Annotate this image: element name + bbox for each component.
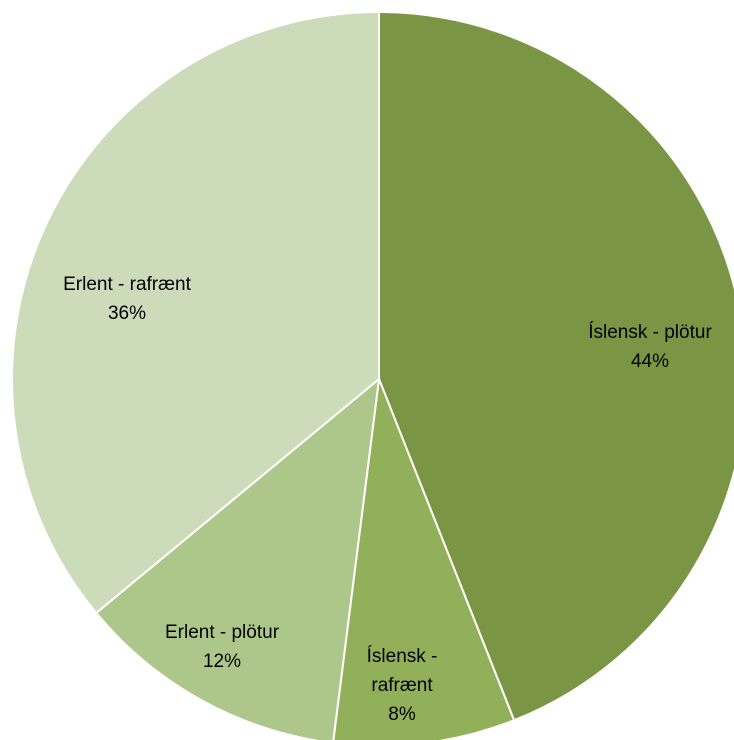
pie-category-label: Erlent - plötur: [165, 622, 280, 643]
pie-category-label: Erlent - rafrænt: [63, 274, 191, 295]
pie-slices: [12, 12, 734, 740]
pie-value-label: 44%: [631, 351, 669, 372]
pie-value-label: 36%: [108, 303, 146, 324]
pie-value-label: 12%: [203, 651, 241, 672]
pie-category-label: rafrænt: [371, 675, 433, 696]
pie-category-label: Íslensk - plötur: [588, 322, 712, 343]
pie-value-label: 8%: [388, 704, 416, 725]
pie-category-label: Íslensk -: [367, 646, 438, 667]
